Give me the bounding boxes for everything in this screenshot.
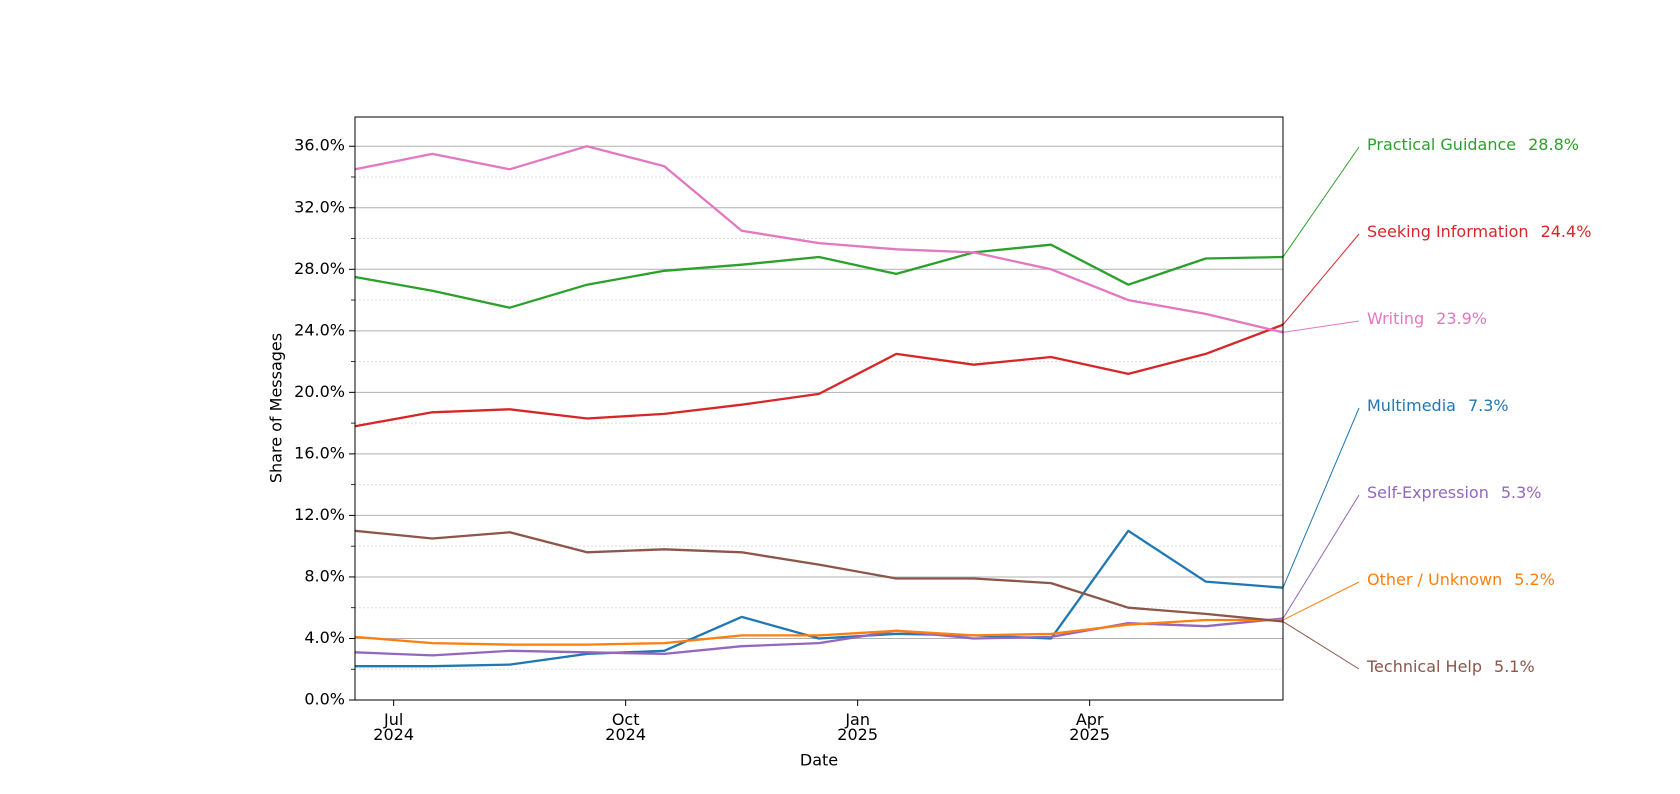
- y-tick-label: 0.0%: [304, 690, 345, 709]
- y-tick-label: 12.0%: [294, 505, 345, 524]
- label-connector: [1282, 621, 1360, 670]
- series-name: Seeking Information: [1367, 222, 1529, 241]
- value-label: 23.9%: [1436, 309, 1487, 328]
- y-tick-label: 32.0%: [294, 197, 345, 216]
- y-tick-label: 24.0%: [294, 320, 345, 339]
- y-tick-label: 28.0%: [294, 259, 345, 278]
- series-line: [354, 243, 1284, 309]
- series-name: Writing: [1367, 309, 1424, 328]
- y-tick-label: 36.0%: [294, 136, 345, 155]
- x-axis-label: Date: [800, 751, 838, 770]
- y-tick-label: 8.0%: [304, 566, 345, 585]
- value-label: 5.3%: [1501, 483, 1542, 502]
- value-label: 5.1%: [1494, 657, 1535, 676]
- series-name: Technical Help: [1366, 657, 1482, 676]
- series-name: Multimedia: [1367, 396, 1456, 415]
- series-line: [354, 145, 1284, 334]
- value-label: 7.3%: [1468, 396, 1509, 415]
- end-label: Other / Unknown 5.2%: [1367, 570, 1555, 589]
- value-label: 5.2%: [1514, 570, 1555, 589]
- value-label: 28.8%: [1528, 135, 1579, 154]
- series-name: Self-Expression: [1367, 483, 1489, 502]
- plot-frame: [354, 116, 1284, 701]
- end-label: Writing 23.9%: [1367, 309, 1487, 328]
- end-label: Seeking Information 24.4%: [1367, 222, 1591, 241]
- label-connector: [1282, 407, 1360, 588]
- value-label: 24.4%: [1541, 222, 1592, 241]
- end-label: Practical Guidance 28.8%: [1367, 135, 1579, 154]
- end-label: Self-Expression 5.3%: [1367, 483, 1541, 502]
- y-tick-label: 20.0%: [294, 382, 345, 401]
- x-tick-label: Apr 2025: [1069, 710, 1111, 744]
- series-line: [355, 529, 1284, 668]
- label-connector: [1282, 581, 1360, 621]
- y-tick-label: 16.0%: [294, 443, 345, 462]
- series-name: Other / Unknown: [1367, 570, 1502, 589]
- series-line: [354, 529, 1284, 623]
- x-tick-label: Jan 2025: [837, 710, 879, 744]
- series-line: [354, 617, 1284, 657]
- label-connector: [1282, 494, 1360, 619]
- end-label: Multimedia 7.3%: [1367, 396, 1509, 415]
- label-connector: [1282, 146, 1360, 258]
- y-tick-label: 4.0%: [304, 628, 345, 647]
- series-name: Practical Guidance: [1367, 135, 1516, 154]
- x-tick-label: Jul 2024: [373, 710, 415, 744]
- series-line: [354, 618, 1283, 646]
- end-label: Technical Help 5.1%: [1366, 657, 1535, 676]
- y-axis-label: Share of Messages: [267, 333, 286, 483]
- label-connector: [1282, 320, 1360, 333]
- series-line: [354, 323, 1284, 428]
- x-tick-label: Oct 2024: [605, 710, 647, 744]
- label-connector: [1282, 233, 1360, 325]
